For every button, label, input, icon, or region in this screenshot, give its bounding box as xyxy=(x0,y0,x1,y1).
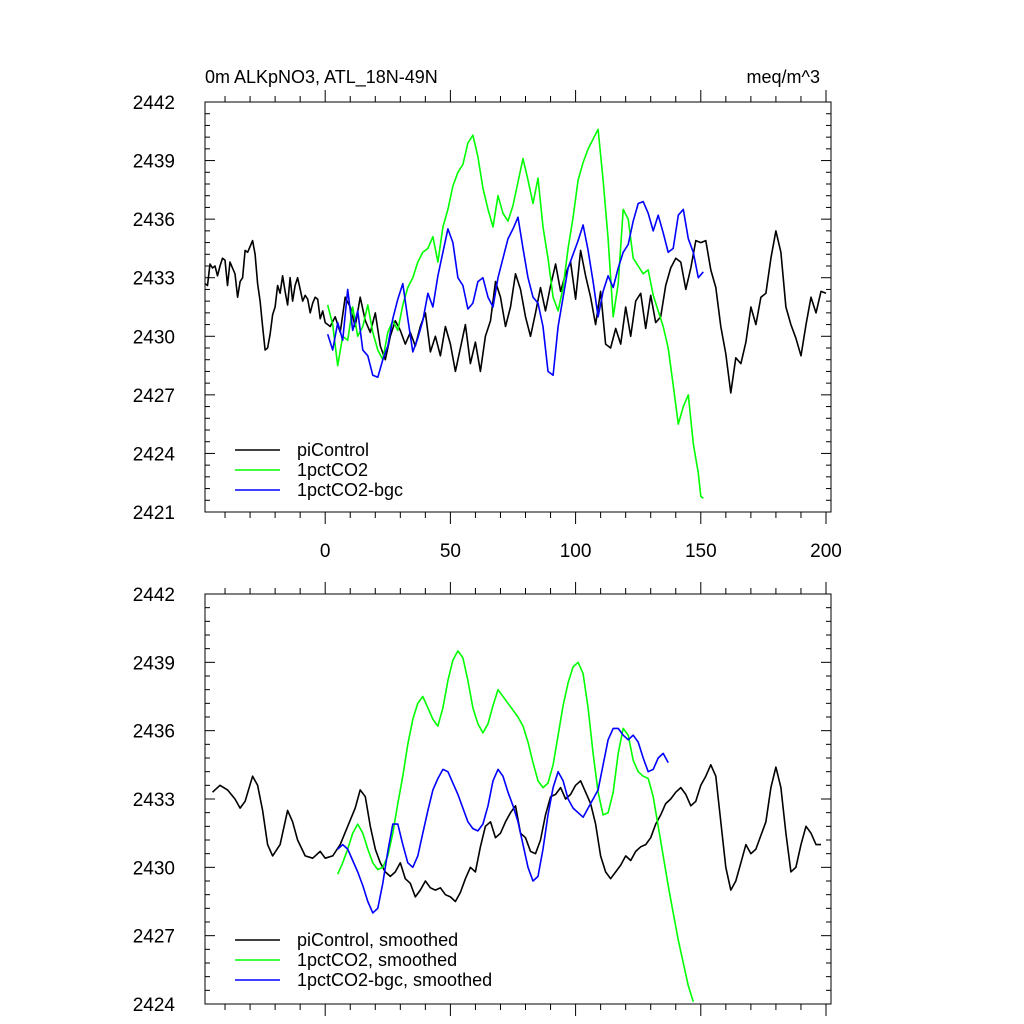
y-tick-label: 2433 xyxy=(133,790,175,811)
x-tick-label: 50 xyxy=(440,541,461,562)
bottom-panel: 2424 2427 2430 2433 2436 2439 2442 piControl, s… xyxy=(133,582,832,1016)
legend-label: piControl xyxy=(297,440,369,460)
series-line-1pctco2-smoothed xyxy=(336,650,695,1002)
top-panel: 2421 2424 2427 2430 2433 2436 2439 2442 0 50 100 15… xyxy=(133,90,842,562)
series-line-picontrol-smoothed xyxy=(211,763,821,903)
y-tick-label: 2421 xyxy=(133,503,175,524)
y-tick-label: 2427 xyxy=(133,927,175,948)
y-tick-label: 2442 xyxy=(133,585,175,606)
legend-label: piControl, smoothed xyxy=(297,930,458,950)
series-line-1pctco2 xyxy=(326,128,704,499)
x-tick-label: 200 xyxy=(810,541,842,562)
chart-title: 0m ALKpNO3, ATL_18N-49N xyxy=(205,67,438,88)
legend-label: 1pctCO2-bgc xyxy=(297,480,403,500)
y-tick-label: 2424 xyxy=(133,995,176,1016)
y-tick-label: 2430 xyxy=(133,327,175,348)
x-tick-label: 0 xyxy=(320,541,331,562)
plot-frame xyxy=(204,101,832,513)
units-label: meq/m^3 xyxy=(747,67,820,87)
series-line-1pctco2-bgc xyxy=(326,200,704,379)
y-tick-label: 2427 xyxy=(133,386,175,407)
y-tick-label: 2442 xyxy=(133,93,175,114)
x-tick-label: 150 xyxy=(685,541,717,562)
legend-label: 1pctCO2 xyxy=(297,460,368,480)
x-tick-label: 100 xyxy=(560,541,592,562)
y-tick-label: 2436 xyxy=(133,722,175,743)
y-tick-label: 2439 xyxy=(133,653,175,674)
y-tick-label: 2430 xyxy=(133,858,175,879)
y-tick-label: 2439 xyxy=(133,152,175,173)
y-tick-label: 2436 xyxy=(133,210,175,231)
series-line-1pctco2-bgc-smoothed xyxy=(337,727,669,914)
legend-label: 1pctCO2-bgc, smoothed xyxy=(297,970,492,990)
y-tick-label: 2433 xyxy=(133,269,175,290)
series-line-picontrol xyxy=(205,230,827,394)
y-tick-label: 2424 xyxy=(133,444,176,465)
legend-label: 1pctCO2, smoothed xyxy=(297,950,457,970)
